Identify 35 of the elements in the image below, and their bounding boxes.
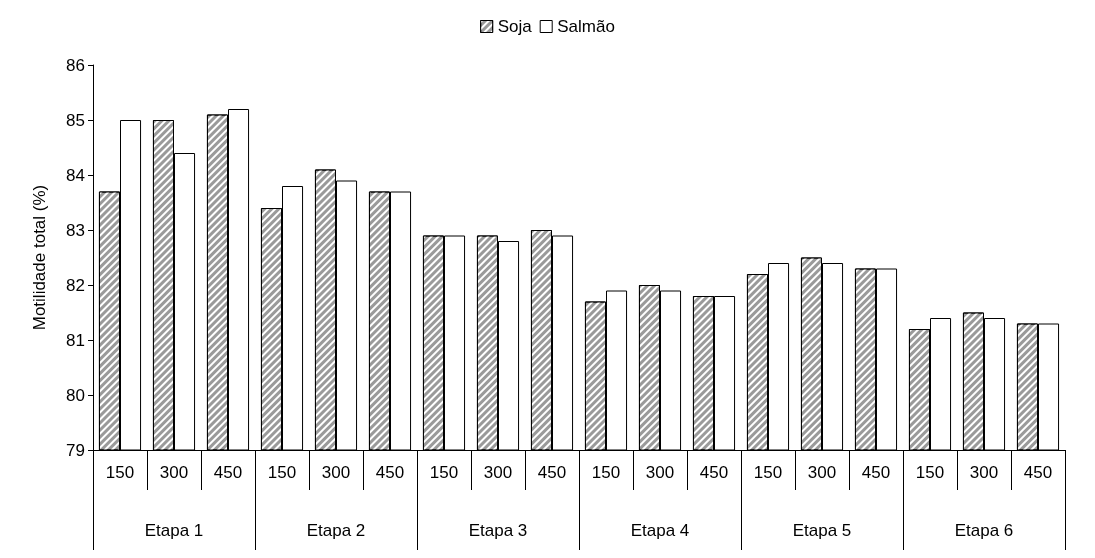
y-tick-label: 84 — [66, 165, 85, 185]
text: Etapa 2 — [306, 521, 366, 540]
y-tick-label: 79 — [66, 440, 85, 460]
y-tick-label: 83 — [66, 220, 85, 240]
text: Etapa 4 — [630, 521, 690, 540]
x-tick-label: 150 — [105, 463, 135, 482]
x-tick-label: 300 — [807, 463, 837, 482]
y-tick-label: 80 — [66, 385, 85, 405]
x-tick-label: 450 — [537, 463, 567, 482]
x-tick-label: 450 — [213, 463, 243, 482]
legend-label: Soja — [497, 17, 533, 36]
x-tick-label: 450 — [375, 463, 405, 482]
x-tick-label: 150 — [915, 463, 945, 482]
x-tick-label: 150 — [267, 463, 297, 482]
y-tick-label: 86 — [66, 55, 85, 75]
text: Etapa 3 — [468, 521, 528, 540]
y-tick-label: 82 — [66, 275, 85, 295]
x-tick-label: 450 — [861, 463, 891, 482]
y-tick-label: 85 — [66, 110, 85, 130]
text: Etapa 5 — [792, 521, 852, 540]
x-tick-label: 300 — [645, 463, 675, 482]
x-tick-label: 450 — [1023, 463, 1053, 482]
y-tick-label: 81 — [66, 330, 85, 350]
text: Etapa 1 — [144, 521, 204, 540]
x-tick-label: 450 — [699, 463, 729, 482]
x-tick-label: 150 — [591, 463, 621, 482]
x-tick-label: 300 — [159, 463, 189, 482]
x-tick-label: 150 — [753, 463, 783, 482]
x-tick-label: 300 — [969, 463, 999, 482]
x-tick-label: 300 — [321, 463, 351, 482]
text: Etapa 6 — [954, 521, 1014, 540]
x-tick-label: 300 — [483, 463, 513, 482]
y-axis-title: Motilidade total (%) — [30, 184, 49, 331]
x-tick-label: 150 — [429, 463, 459, 482]
legend-label: Salmão — [557, 17, 615, 36]
